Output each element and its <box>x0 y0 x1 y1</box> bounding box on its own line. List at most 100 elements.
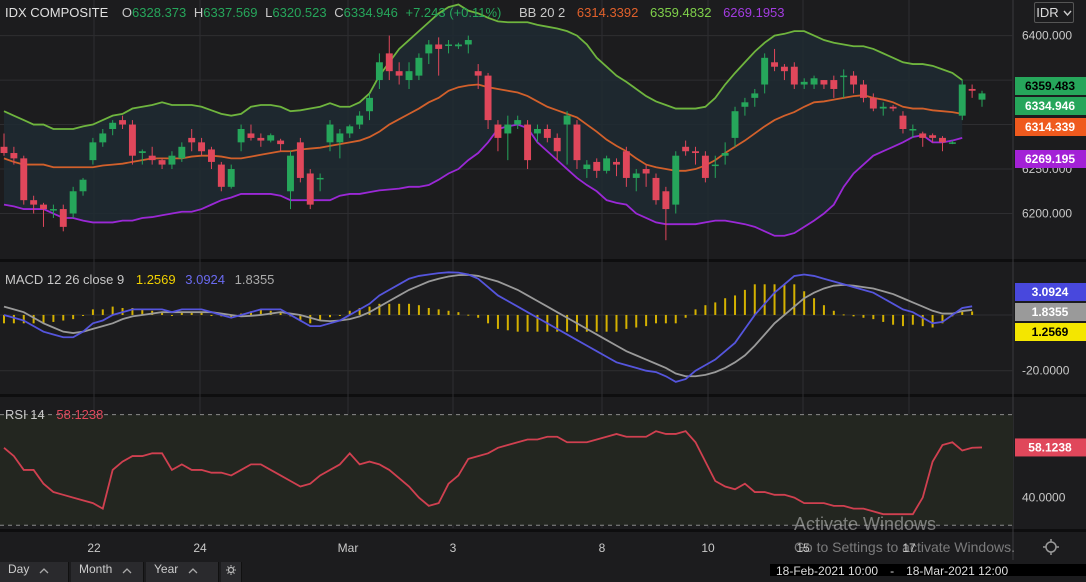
macd-hist-bar <box>941 314 944 324</box>
macd-hist-bar <box>309 314 312 324</box>
candle-body <box>919 133 927 138</box>
candle-body <box>553 137 561 152</box>
range-separator: - <box>890 564 895 578</box>
range-to: 18-Mar-2021 12:00 <box>906 564 1009 578</box>
month-button-label: Month <box>79 562 113 576</box>
macd-hist-bar <box>556 314 559 332</box>
chevron-up-icon <box>188 568 198 574</box>
toolbar-settings-button[interactable] <box>221 562 242 582</box>
rsi-tick-label: 40.0000 <box>1022 491 1066 505</box>
candle-body <box>128 124 136 156</box>
currency-dropdown[interactable]: IDR <box>1034 2 1074 23</box>
macd-hist-bar <box>180 312 183 315</box>
macd-hist-value: 1.2569 <box>135 272 176 287</box>
macd-hist-bar <box>911 314 914 325</box>
candle-body <box>790 66 798 85</box>
macd-hist-bar <box>674 314 677 324</box>
candle-body <box>514 120 522 125</box>
macd-hist-bar <box>645 314 648 327</box>
candle-body <box>968 88 976 91</box>
candle-body <box>445 44 453 46</box>
candle-body <box>741 102 749 107</box>
macd-hist-bar <box>734 295 737 315</box>
candle-body <box>168 155 176 165</box>
candle-body <box>395 71 403 76</box>
macd-hist-bar <box>931 314 934 328</box>
bollinger-band-fill <box>4 4 963 236</box>
candle-body <box>464 40 472 45</box>
candle-body <box>405 71 413 81</box>
macd-last-tag-label: 3.0924 <box>1032 285 1069 299</box>
candle-body <box>830 80 838 89</box>
candle-body <box>929 135 937 138</box>
chevron-down-icon <box>1063 10 1072 16</box>
price-pane[interactable] <box>0 3 986 241</box>
candle-body <box>69 191 77 214</box>
price-last-tag <box>1015 150 1086 168</box>
day-button[interactable]: Day <box>0 562 69 582</box>
candle-body <box>533 129 541 134</box>
candle-body <box>296 142 304 178</box>
pane-separator <box>0 394 1086 397</box>
macd-pane[interactable] <box>3 271 974 383</box>
chevron-up-icon <box>122 568 132 574</box>
candle-body <box>692 151 699 154</box>
candle-body <box>613 161 620 165</box>
candle-body <box>316 177 324 180</box>
candle-body <box>573 124 581 161</box>
macd-hist-bar <box>882 314 885 322</box>
macd-hist-bar <box>141 309 144 315</box>
macd-hist-bar <box>684 314 687 318</box>
macd-tick-label: -20.0000 <box>1022 364 1070 378</box>
candle-body <box>188 137 196 143</box>
macd-signal-line <box>3 273 973 378</box>
candle-body <box>237 129 245 143</box>
x-tick-label: 8 <box>599 541 606 555</box>
price-tick-label: 6400.000 <box>1022 29 1072 43</box>
candle-body <box>751 93 759 98</box>
candle-body <box>939 137 946 143</box>
macd-line <box>3 271 973 383</box>
candle-body <box>721 153 729 156</box>
candle-body <box>869 97 877 109</box>
close-value: 6334.946 <box>343 5 398 20</box>
date-range-display[interactable]: 18-Feb-2021 10:00 - 18-Mar-2021 12:00 <box>770 564 1086 578</box>
candle-body <box>701 155 709 178</box>
candle-body <box>247 133 255 138</box>
candle-body <box>474 71 482 76</box>
macd-hist-bar <box>259 309 262 315</box>
pane-separator <box>0 259 1086 262</box>
bb-mid-value: 6314.3392 <box>576 5 639 20</box>
macd-hist-bar <box>111 306 114 315</box>
bollinger-upper-line <box>3 3 963 130</box>
macd-hist-bar <box>22 314 25 324</box>
candle-body <box>119 120 127 125</box>
candle-body <box>227 169 235 187</box>
candle-body <box>109 122 117 129</box>
candle-body <box>484 75 492 121</box>
macd-hist-bar <box>536 314 539 332</box>
symbol-name: IDX COMPOSITE <box>5 5 109 20</box>
settings-crosshair-icon[interactable] <box>1042 538 1060 556</box>
rsi-label: RSI 14 <box>5 407 45 422</box>
candle-body <box>958 84 966 116</box>
year-button[interactable]: Year <box>146 562 219 582</box>
rsi-pane[interactable] <box>0 414 1013 526</box>
candle-body <box>879 106 887 109</box>
candle-body <box>336 133 344 143</box>
candle-body <box>40 204 47 210</box>
macd-hist-bar <box>506 314 509 331</box>
macd-last-tag <box>1015 323 1086 341</box>
macd-hist-bar <box>803 291 806 315</box>
axes: 22 24 Mar 3 8 10 15 176200.0006250.0006400.0006… <box>87 29 1086 555</box>
month-button[interactable]: Month <box>71 562 144 582</box>
macd-hist-bar <box>358 307 361 315</box>
year-button-label: Year <box>154 562 179 576</box>
candle-body <box>859 84 867 98</box>
macd-hist-bar <box>694 309 697 315</box>
open-label: O <box>121 5 133 20</box>
macd-hist-bar <box>319 314 322 321</box>
macd-hist-bar <box>12 314 15 324</box>
macd-hist-bar <box>852 314 855 317</box>
